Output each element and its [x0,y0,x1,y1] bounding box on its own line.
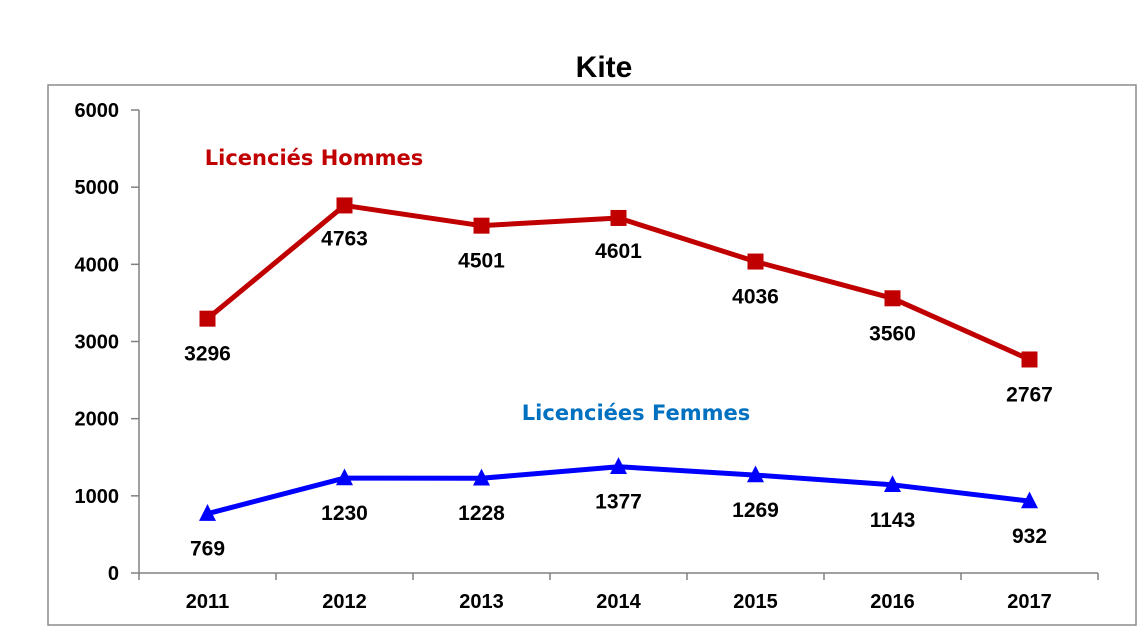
data-point-marker [336,468,353,486]
x-tick-label: 2014 [596,591,641,613]
data-point-marker [336,197,353,214]
x-axis-ticks: 2011 2012 2013 2014 2015 2016 2017 [138,573,1099,613]
x-tick-label: 2012 [322,591,367,613]
x-tick-label: 2015 [733,591,778,613]
data-label: 1377 [595,491,642,514]
data-label: 1143 [870,509,916,532]
data-point-marker [473,468,490,486]
data-point-marker [610,209,627,226]
x-tick-label: 2017 [1007,591,1052,613]
y-tick-label: 6000 [75,100,120,122]
x-tick-label: 2011 [186,591,229,613]
data-point-marker [1021,491,1038,509]
data-label: 4763 [321,227,368,250]
data-label: 4601 [595,240,642,263]
data-label: 769 [190,538,225,561]
data-point-marker [884,290,901,307]
data-point-marker [199,310,216,327]
chart-title: Kite [576,51,633,84]
series-label-hommes: Licenciés Hommes [205,146,423,170]
y-tick-label: 2000 [75,409,120,431]
data-label: 1230 [321,502,368,525]
y-tick-label: 1000 [75,486,120,508]
data-label: 932 [1012,525,1047,548]
data-point-marker [199,504,216,521]
series-layer: 3296 4763 4501 4601 4036 3560 2767 769 1230 1228 1… [184,197,1053,561]
data-label: 4036 [732,286,779,309]
data-point-marker [473,217,490,234]
series-label-femmes: Licenciées Femmes [522,401,750,425]
x-tick-label: 2013 [459,591,504,613]
chart-frame [47,84,1137,626]
data-point-marker [747,465,764,483]
y-tick-label: 0 [108,563,119,585]
data-label: 3296 [184,343,231,366]
data-label: 2767 [1006,383,1053,406]
data-label: 4501 [458,250,505,273]
x-tick-label: 2016 [870,591,915,613]
y-tick-label: 4000 [75,254,120,276]
data-label: 1269 [732,499,779,522]
data-point-marker [1021,351,1038,368]
data-point-marker [747,253,764,270]
data-point-marker [610,457,627,474]
y-tick-label: 5000 [75,177,120,199]
y-tick-label: 3000 [75,332,120,354]
data-point-marker [884,475,901,492]
y-axis-ticks: 0 1000 2000 3000 4000 5000 6000 [75,100,139,585]
data-label: 1228 [458,502,505,525]
data-label: 3560 [869,322,916,345]
